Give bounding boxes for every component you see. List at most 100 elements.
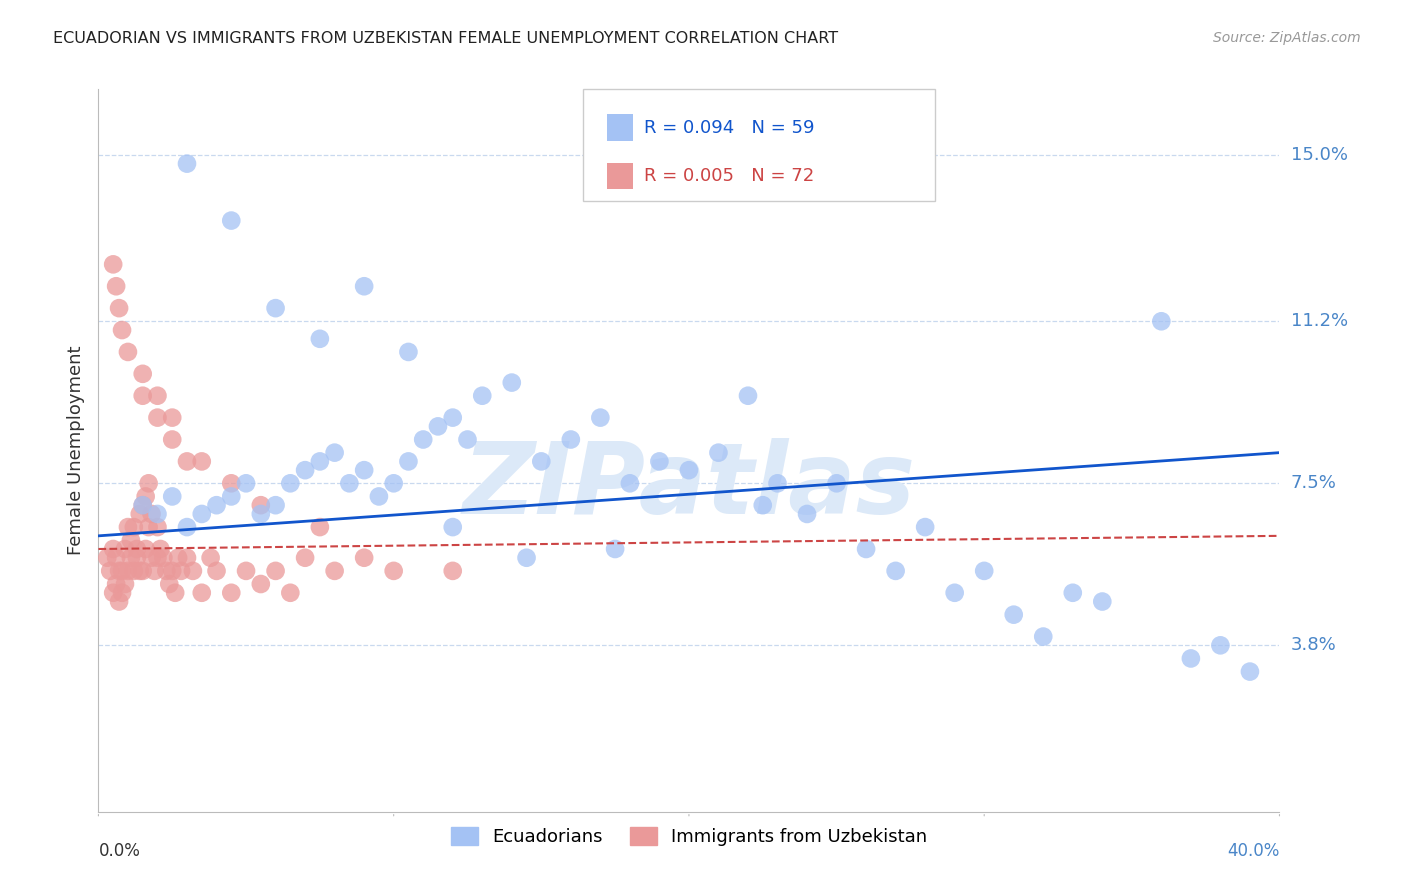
Point [128,507,150,521]
Point [117,564,139,578]
Point [135,541,157,556]
Point [146,520,169,534]
Point [943,586,966,600]
Point [117,520,139,534]
Point [353,550,375,565]
Point [441,564,464,578]
Point [707,445,730,459]
Point [280,476,302,491]
Text: R = 0.005   N = 72: R = 0.005 N = 72 [644,167,814,185]
Point [162,433,183,447]
Text: 0.0%: 0.0% [98,842,141,860]
Point [280,586,302,600]
Point [1032,630,1054,644]
Point [162,564,183,578]
Point [128,564,150,578]
Y-axis label: Female Unemployment: Female Unemployment [66,346,84,555]
Point [200,550,222,565]
Point [114,541,136,556]
Point [120,533,142,548]
Point [339,476,361,491]
Point [250,577,273,591]
Point [264,301,287,315]
Point [235,476,257,491]
Point [457,433,479,447]
Point [884,564,907,578]
Point [353,463,375,477]
Point [135,490,157,504]
Text: 11.2%: 11.2% [1291,312,1348,330]
Point [152,550,174,565]
Point [294,463,316,477]
Point [221,586,243,600]
Point [235,564,257,578]
Point [678,463,700,477]
Text: ECUADORIAN VS IMMIGRANTS FROM UZBEKISTAN FEMALE UNEMPLOYMENT CORRELATION CHART: ECUADORIAN VS IMMIGRANTS FROM UZBEKISTAN… [53,31,838,46]
Point [382,476,405,491]
Point [825,476,848,491]
Point [914,520,936,534]
Text: 40.0%: 40.0% [1227,842,1279,860]
Point [167,550,190,565]
Point [176,550,198,565]
Point [796,507,818,521]
Point [132,389,155,403]
Point [205,564,228,578]
Point [516,550,538,565]
Point [105,550,128,565]
Point [125,550,148,565]
Point [103,257,125,271]
Point [605,541,627,556]
Point [108,301,131,315]
Point [309,520,332,534]
Point [441,520,464,534]
Point [111,564,134,578]
Point [98,564,121,578]
Point [250,498,273,512]
Point [138,476,160,491]
Text: Source: ZipAtlas.com: Source: ZipAtlas.com [1213,31,1361,45]
Point [125,541,148,556]
Point [120,550,142,565]
Point [412,433,434,447]
Point [132,498,155,512]
Point [162,410,183,425]
Point [157,577,180,591]
Point [368,490,391,504]
Point [752,498,775,512]
Point [176,156,198,170]
Legend: Ecuadorians, Immigrants from Uzbekistan: Ecuadorians, Immigrants from Uzbekistan [443,820,935,854]
Point [530,454,553,468]
Point [323,564,346,578]
Point [221,213,243,227]
Point [149,541,172,556]
Point [589,410,612,425]
Point [138,520,160,534]
Point [122,564,145,578]
Point [103,541,125,556]
Point [122,520,145,534]
Point [737,389,759,403]
Point [141,550,163,565]
Text: 15.0%: 15.0% [1291,146,1347,164]
Point [165,586,187,600]
Text: ZIPatlas: ZIPatlas [463,438,915,535]
Text: 3.8%: 3.8% [1291,636,1336,655]
Point [143,564,166,578]
Point [1091,594,1114,608]
Point [382,564,405,578]
Point [146,550,169,565]
Point [323,445,346,459]
Point [427,419,450,434]
Point [471,389,494,403]
Point [1150,314,1173,328]
Point [766,476,789,491]
Point [181,564,204,578]
Point [501,376,523,390]
Point [221,476,243,491]
Point [111,586,134,600]
Point [264,498,287,512]
Point [309,332,332,346]
Point [146,389,169,403]
Text: 7.5%: 7.5% [1291,475,1337,492]
